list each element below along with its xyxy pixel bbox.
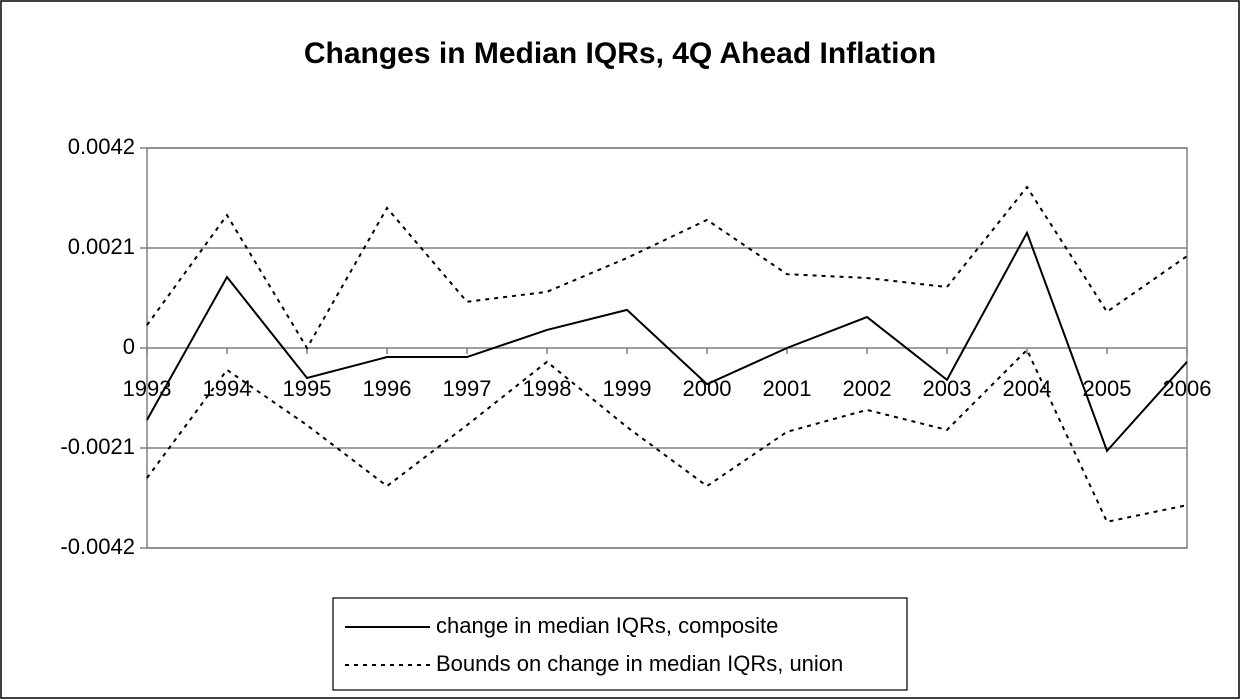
x-tick-label: 2004 xyxy=(1003,376,1052,401)
x-tick-label: 2005 xyxy=(1083,376,1132,401)
x-tick-label: 2001 xyxy=(763,376,812,401)
series-line xyxy=(146,185,1188,350)
legend xyxy=(332,597,908,691)
x-tick-label: 1996 xyxy=(363,376,412,401)
x-tick-label: 1998 xyxy=(523,376,572,401)
x-tick-label: 1995 xyxy=(283,376,332,401)
legend-label: change in median IQRs, composite xyxy=(436,613,778,638)
series-line xyxy=(146,230,1188,453)
x-tick-label: 2002 xyxy=(843,376,892,401)
series-line xyxy=(146,348,1188,523)
y-tick-label: -0.0042 xyxy=(60,534,135,559)
legend-label: Bounds on change in median IQRs, union xyxy=(436,651,843,676)
chart-title: Changes in Median IQRs, 4Q Ahead Inflati… xyxy=(304,37,936,70)
x-tick-label: 2000 xyxy=(683,376,732,401)
y-tick-label: -0.0021 xyxy=(60,434,135,459)
y-tick-label: 0 xyxy=(123,334,135,359)
y-tick-label: 0.0042 xyxy=(68,134,135,159)
x-tick-label: 1999 xyxy=(603,376,652,401)
x-tick-label: 1997 xyxy=(443,376,492,401)
x-tick-label: 1994 xyxy=(203,376,252,401)
x-tick-label: 1993 xyxy=(123,376,172,401)
y-tick-label: 0.0021 xyxy=(68,234,135,259)
